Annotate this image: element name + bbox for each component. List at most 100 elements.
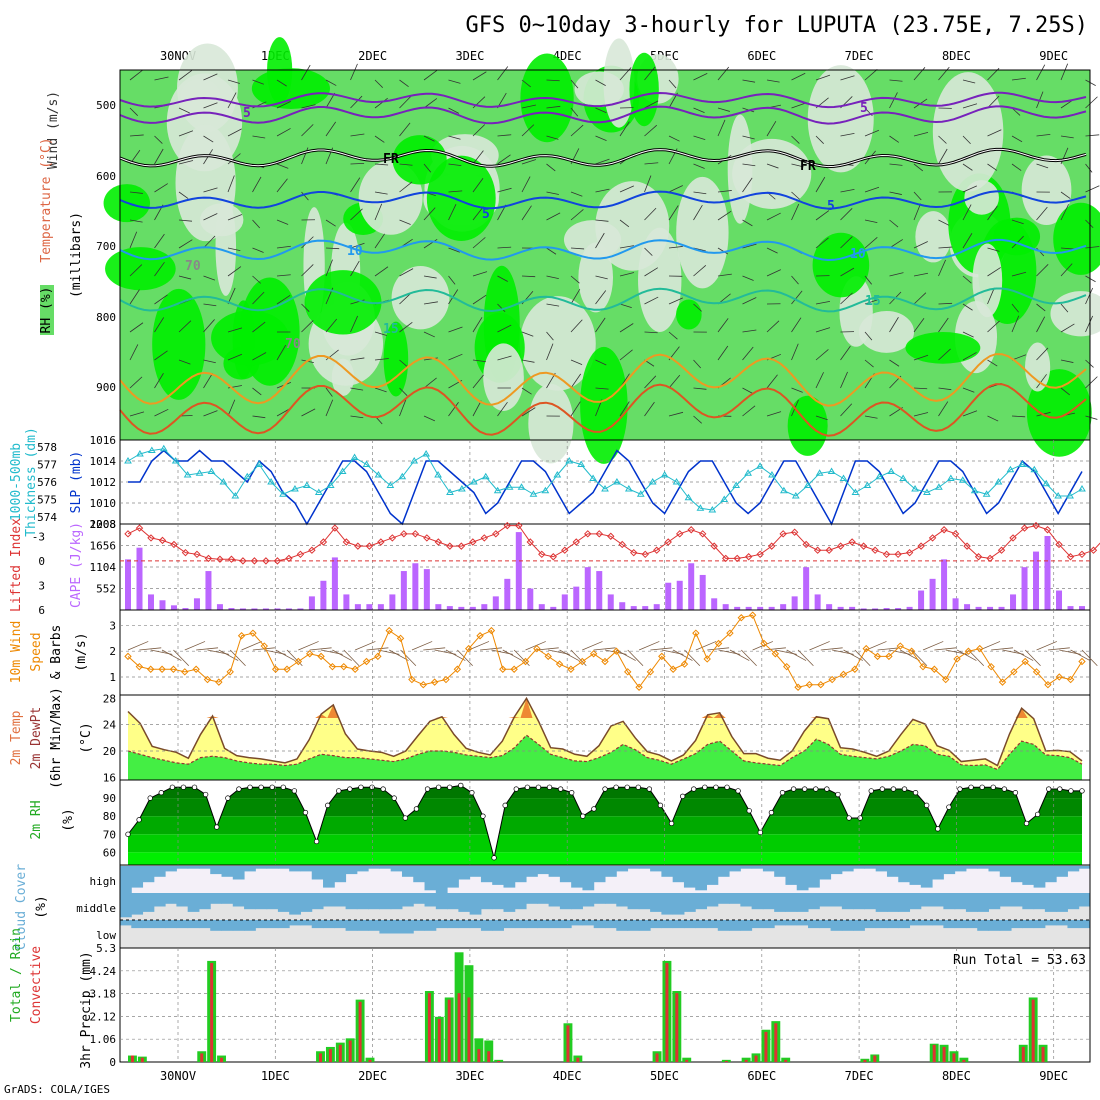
cape-bar — [343, 594, 350, 610]
precip-convective-bar — [497, 1060, 501, 1062]
cape-bar — [205, 571, 212, 610]
wind-barb — [497, 246, 512, 249]
lifted-marker — [1055, 540, 1063, 549]
cloud-low-bar — [999, 920, 1012, 931]
wind-marker — [521, 657, 530, 666]
cape-bar — [630, 606, 637, 610]
thickness-marker — [422, 450, 431, 457]
lifted-marker — [446, 542, 454, 550]
wind-barb — [203, 410, 218, 417]
cloud-middle-bar — [605, 893, 617, 904]
wind-marker — [476, 632, 484, 640]
wind-marker — [624, 668, 632, 676]
cloud-middle-bar — [345, 893, 358, 910]
cape-bar — [285, 608, 292, 610]
wind-barb — [1011, 315, 1020, 333]
wind-barb — [864, 298, 880, 305]
thickness-marker — [171, 457, 180, 464]
pressure-tick-label: 700 — [96, 240, 116, 253]
cape-bar — [239, 608, 246, 610]
wind-barb — [595, 158, 610, 165]
cloud-middle-bar — [232, 893, 245, 907]
cloud-low-bar — [661, 920, 674, 929]
cloud-low-bar — [819, 920, 832, 929]
lifted-marker — [193, 550, 201, 559]
rh-low-blob — [932, 72, 1004, 192]
cloud-low-bar — [875, 920, 888, 929]
wind-barb — [332, 649, 352, 661]
thickness-marker — [386, 481, 395, 488]
precip-convective-bar — [358, 1001, 362, 1062]
wind-barb — [472, 150, 484, 165]
cape-bar — [182, 608, 189, 610]
cloud-low-bar — [142, 920, 155, 929]
cloud-low-bar — [672, 920, 685, 929]
bottom-date-label: 8DEC — [942, 1069, 971, 1083]
wind-barb — [546, 303, 560, 307]
wind-label-3: & Barbs — [49, 625, 64, 680]
cape-bar — [906, 606, 913, 610]
cloud-middle-bar — [1067, 893, 1080, 910]
cloud-low-bar — [165, 920, 177, 929]
precip-convective-bar — [319, 1053, 323, 1062]
cloud-middle-bar — [1011, 893, 1023, 907]
thickness-marker — [982, 490, 991, 497]
wind-barb — [350, 260, 360, 277]
wind-marker — [1066, 675, 1075, 684]
wind-barb — [252, 321, 266, 333]
wind-barb — [595, 232, 605, 249]
thickness-marker — [732, 481, 741, 488]
wind-barb — [472, 96, 486, 109]
wind-barb — [791, 275, 799, 285]
wind-barb — [717, 345, 729, 361]
wind-barb — [227, 287, 236, 305]
wind-barb — [570, 107, 579, 117]
wind-barb — [399, 219, 411, 225]
wind-barb — [350, 415, 364, 419]
wind-barb — [938, 348, 951, 361]
rh-marker — [258, 784, 264, 790]
thickness-marker — [970, 486, 979, 494]
rh-low-blob — [638, 227, 682, 333]
wind-barb — [252, 135, 266, 139]
cloud-middle-bar — [435, 893, 448, 910]
rh-marker — [713, 784, 719, 790]
wind-marker — [340, 662, 348, 671]
wind-marker — [794, 683, 802, 691]
wind-barb — [423, 647, 446, 651]
wind-barb — [559, 649, 580, 661]
cloud-high-bar — [886, 866, 899, 877]
wind-barb — [815, 349, 829, 361]
cloud-high-bar — [165, 866, 177, 872]
wind-barb — [913, 203, 921, 221]
rh-marker — [546, 784, 553, 790]
rh-marker — [203, 791, 209, 798]
cape-bar — [504, 578, 511, 610]
temp-hot-peak — [520, 698, 533, 719]
wind-barb — [203, 102, 218, 109]
rh-marker — [524, 784, 530, 790]
wind-marker — [851, 665, 859, 673]
thickness-marker — [768, 471, 776, 478]
cape-bar — [699, 574, 706, 610]
wind-marker — [271, 665, 280, 673]
wind-barb — [1060, 303, 1069, 313]
cloud-middle-bar — [943, 893, 956, 910]
wind-barb — [644, 296, 659, 305]
cape-bar — [642, 606, 649, 610]
isotherm-minus-10 — [119, 91, 1087, 109]
wind-barb — [229, 649, 246, 667]
cloud-middle-bar — [571, 893, 583, 910]
rh-marker — [757, 829, 763, 836]
lifted-marker — [630, 548, 638, 557]
cloud-low-bar — [379, 920, 392, 934]
lifted-marker — [572, 538, 580, 546]
precip-convective-bar — [873, 1055, 877, 1062]
wind-barb — [595, 275, 608, 280]
wind-barb — [423, 357, 438, 361]
wind-barb — [619, 185, 634, 193]
cloud-high-bar — [1011, 866, 1023, 883]
lifted-marker — [733, 554, 741, 563]
wind-barb — [766, 212, 781, 221]
wind-barb — [638, 641, 660, 651]
